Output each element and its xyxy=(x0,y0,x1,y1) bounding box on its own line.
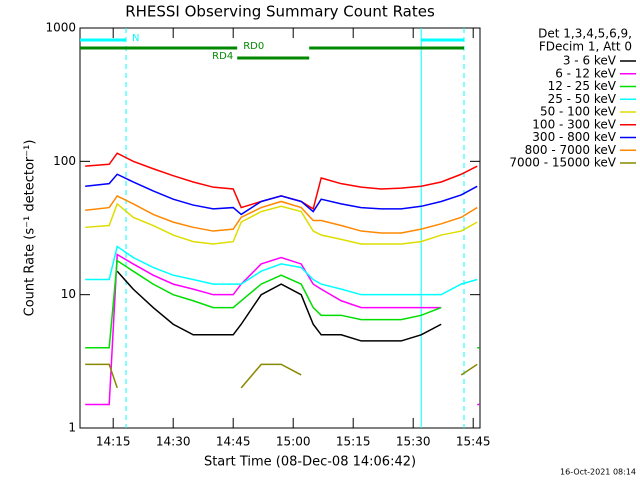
x-tick-label: 15:45 xyxy=(456,435,491,449)
series-line xyxy=(85,259,480,349)
footer: 16-Oct-2021 08:14 xyxy=(560,468,636,477)
legend-label: 300 - 800 keV xyxy=(532,130,616,144)
legend-header: Det 1,3,4,5,6,9, xyxy=(538,27,632,41)
series-line xyxy=(85,253,480,406)
y-tick-label: 1 xyxy=(68,421,76,435)
chart-title: RHESSI Observing Summary Count Rates xyxy=(125,3,435,21)
series-line xyxy=(85,194,478,234)
series-line xyxy=(85,363,478,389)
flag-label: N xyxy=(132,33,139,44)
legend-label: 25 - 50 keV xyxy=(548,92,617,106)
legend-label: 6 - 12 keV xyxy=(555,66,617,80)
series-line xyxy=(85,245,478,296)
x-tick-label: 14:45 xyxy=(216,435,251,449)
x-tick-label: 14:30 xyxy=(156,435,191,449)
y-tick-label: 100 xyxy=(53,154,76,168)
y-tick-label: 1000 xyxy=(45,21,76,35)
x-tick-label: 14:15 xyxy=(96,435,131,449)
x-tick-label: 15:15 xyxy=(336,435,371,449)
legend-label: 7000 - 15000 keV xyxy=(509,156,616,170)
flag-label: RD0 xyxy=(243,41,264,52)
legend-label: 12 - 25 keV xyxy=(548,79,617,93)
flag-label: RD4 xyxy=(212,51,233,62)
legend-label: 800 - 7000 keV xyxy=(525,143,617,157)
legend-label: 3 - 6 keV xyxy=(563,54,617,68)
legend-header: FDecim 1, Att 0 xyxy=(539,40,632,54)
legend-label: 100 - 300 keV xyxy=(532,117,616,131)
x-axis-label: Start Time (08-Dec-08 14:06:42) xyxy=(204,455,416,470)
legend-label: 50 - 100 keV xyxy=(540,105,617,119)
series-line xyxy=(85,173,478,216)
y-tick-label: 10 xyxy=(61,287,76,301)
x-tick-label: 15:30 xyxy=(396,435,431,449)
series-line xyxy=(85,202,478,245)
plot-frame xyxy=(79,27,481,429)
y-axis-label: Count Rate (s⁻¹ detector⁻¹) xyxy=(23,140,38,317)
series-line xyxy=(116,270,442,342)
x-tick-label: 15:00 xyxy=(276,435,311,449)
